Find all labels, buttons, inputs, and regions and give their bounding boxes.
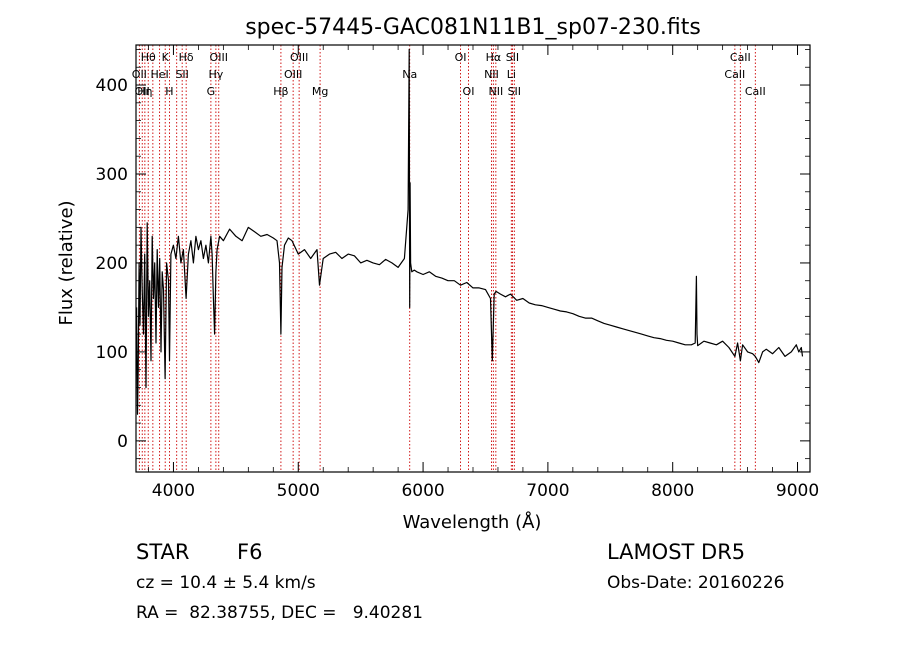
line-marker-label: Li xyxy=(507,68,516,81)
line-marker-label: OIII xyxy=(290,51,308,64)
axis-ticks: 4000 5000 6000 7000 8000 9000 0 100 200 300 400 xyxy=(96,45,819,501)
line-marker-label: OI xyxy=(455,51,467,64)
y-tick-label: 200 xyxy=(96,254,128,274)
line-marker-label: OIII xyxy=(210,51,228,64)
x-tick-label: 9000 xyxy=(776,481,819,501)
x-tick-label: 5000 xyxy=(277,481,320,501)
x-tick-label: 6000 xyxy=(401,481,444,501)
survey-label: LAMOST DR5 xyxy=(607,540,746,564)
line-marker-label: Hα xyxy=(486,51,502,64)
line-marker-label: SII xyxy=(508,85,521,98)
x-tick-label: 7000 xyxy=(526,481,569,501)
spectral-line-labels: OIIOIIHηHθHeIKHSIIHδGHγOIIIHβOIIIOIIIMgN… xyxy=(132,51,766,98)
x-tick-label: 4000 xyxy=(152,481,195,501)
line-marker-label: OII xyxy=(132,68,147,81)
line-marker-label: G xyxy=(207,85,216,98)
line-marker-label: CaII xyxy=(745,85,766,98)
line-marker-label: K xyxy=(162,51,170,64)
y-tick-label: 0 xyxy=(117,432,128,452)
line-marker-label: Hη xyxy=(137,85,152,98)
line-marker-label: Hβ xyxy=(273,85,288,98)
line-marker-label: Mg xyxy=(312,85,328,98)
line-marker-label: NII xyxy=(484,68,499,81)
plot-frame xyxy=(135,44,811,473)
x-tick-label: 8000 xyxy=(651,481,694,501)
spectral-line-markers xyxy=(138,45,756,472)
y-tick-label: 400 xyxy=(96,76,128,96)
line-marker-label: H xyxy=(165,85,173,98)
line-marker-label: SII xyxy=(506,51,519,64)
y-axis-label: Flux (relative) xyxy=(56,200,77,325)
line-marker-label: CaII xyxy=(724,68,745,81)
chart-title: spec-57445-GAC081N11B1_sp07-230.fits xyxy=(245,15,701,40)
line-marker-label: CaII xyxy=(730,51,751,64)
obs-date-text: Obs-Date: 20160226 xyxy=(607,573,785,593)
line-marker-label: Hδ xyxy=(179,51,194,64)
spectrum-line xyxy=(136,48,804,415)
object-subclass: F6 xyxy=(237,540,263,564)
line-marker-label: Hγ xyxy=(208,68,223,81)
line-marker-label: OI xyxy=(463,85,475,98)
object-class: STAR xyxy=(136,540,190,564)
line-marker-label: NII xyxy=(488,85,503,98)
y-tick-label: 100 xyxy=(96,343,128,363)
line-marker-label: OII xyxy=(135,85,150,98)
line-marker-label: OIII xyxy=(284,68,302,81)
line-marker-label: HeI xyxy=(150,68,168,81)
line-marker-label: Hθ xyxy=(141,51,156,64)
x-axis-label: Wavelength (Å) xyxy=(403,511,542,533)
line-marker-label: SII xyxy=(175,68,188,81)
y-tick-label: 300 xyxy=(96,165,128,185)
coordinates-text: RA = 82.38755, DEC = 9.40281 xyxy=(136,603,423,623)
redshift-text: cz = 10.4 ± 5.4 km/s xyxy=(136,573,316,593)
